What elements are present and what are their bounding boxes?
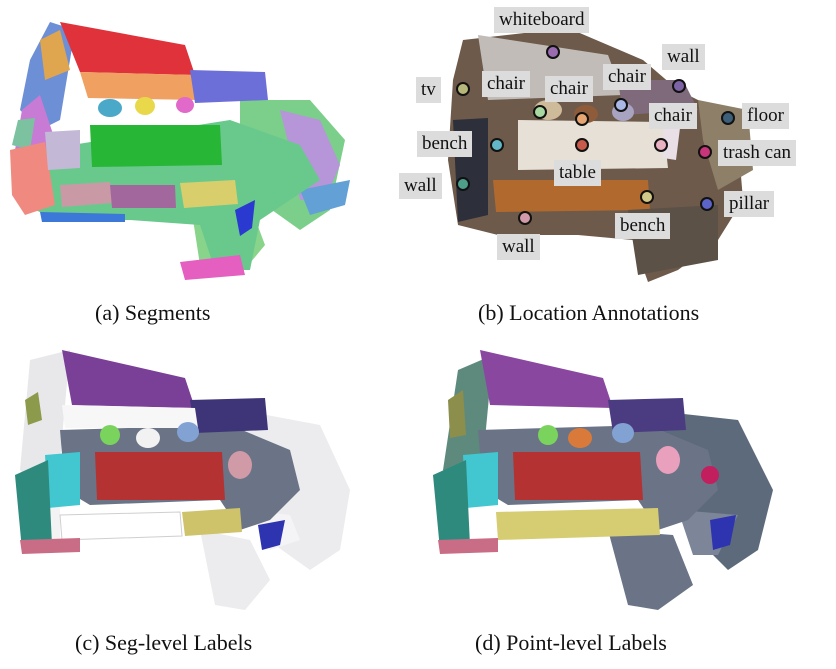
annotation-marker-wall-left	[456, 177, 470, 191]
panel-seg-level-labels	[0, 340, 418, 630]
annotation-marker-chair-2	[575, 112, 589, 126]
annotation-label-wall-top: wall	[662, 44, 705, 70]
seg-level-scene	[15, 350, 350, 610]
annotation-marker-tv	[456, 82, 470, 96]
caption-c: (c) Seg-level Labels	[75, 630, 253, 655]
annotation-marker-wall-top	[672, 79, 686, 93]
caption-b: (b) Location Annotations	[478, 300, 700, 325]
annotation-label-chair-4: chair	[649, 103, 697, 129]
annotation-label-wall-left: wall	[399, 173, 442, 199]
annotation-label-table: table	[554, 160, 601, 186]
point-level-scene	[433, 350, 773, 610]
caption-d: (d) Point-level Labels	[475, 630, 667, 655]
annotation-label-chair-1: chair	[482, 71, 530, 97]
annotation-marker-bench-1	[490, 138, 504, 152]
annotation-marker-floor	[721, 111, 735, 125]
annotation-marker-pillar	[700, 197, 714, 211]
annotation-marker-chair-4	[654, 138, 668, 152]
annotation-marker-chair-3	[614, 98, 628, 112]
annotation-label-chair-3: chair	[603, 64, 651, 90]
panel-segments	[0, 0, 418, 300]
panel-point-level-labels	[418, 340, 836, 630]
annotation-marker-chair-1	[533, 105, 547, 119]
annotation-label-bench-2: bench	[615, 213, 671, 239]
annotation-label-whiteboard: whiteboard	[494, 7, 590, 33]
annotation-marker-table	[575, 138, 589, 152]
annotation-label-trash-can: trash can	[718, 140, 797, 166]
annotation-marker-bench-2	[640, 190, 654, 204]
annotation-marker-whiteboard	[546, 45, 560, 59]
annotation-label-floor: floor	[742, 103, 789, 129]
annotation-label-bench-1: bench	[417, 131, 473, 157]
annotation-label-chair-2: chair	[545, 76, 593, 102]
annotation-label-pillar: pillar	[724, 191, 775, 217]
annotation-marker-trash-can	[698, 145, 712, 159]
annotation-label-tv: tv	[416, 77, 441, 103]
caption-a: (a) Segments	[95, 300, 211, 325]
annotation-label-wall-bottom: wall	[497, 234, 540, 260]
annotation-marker-wall-bottom	[518, 211, 532, 225]
segments-scene	[10, 22, 350, 280]
